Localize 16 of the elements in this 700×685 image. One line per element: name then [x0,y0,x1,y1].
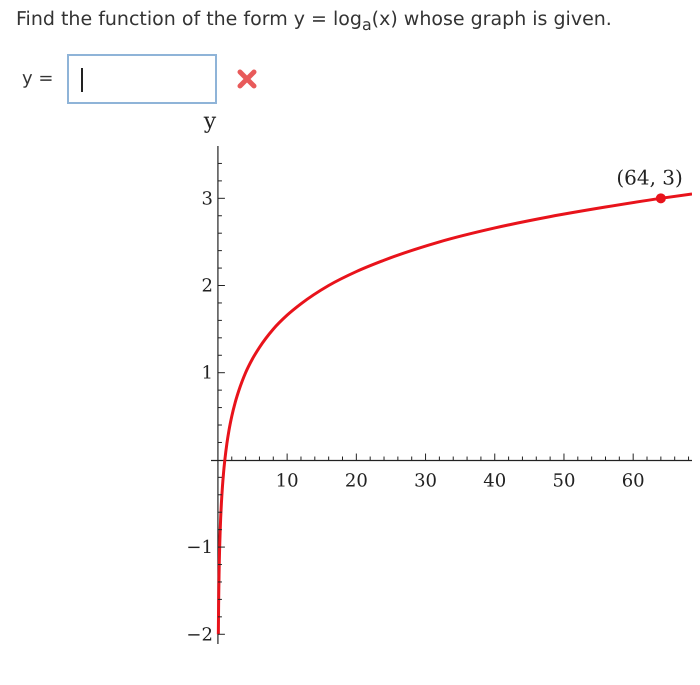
y-tick-label: 3 [201,188,213,210]
x-tick-label: 10 [276,470,299,492]
y-tick-label: −1 [186,536,213,558]
x-tick-label: 30 [414,470,437,492]
annotation: (64, 3) [616,165,683,190]
x-tick-label: 60 [622,470,645,492]
y-axis-title: y [202,108,217,134]
chart-title: Find the function of the form y = log$_{a}$(x) whose graph is given. [16,8,613,34]
y-tick-label: −2 [186,624,213,646]
x-tick-label: 40 [483,470,506,492]
y-tick-label: 1 [201,362,213,384]
y-tick-label: 2 [201,275,213,296]
text: y = [22,68,54,90]
x-tick-label: 20 [344,470,368,492]
x-tick-label: 50 [552,470,576,492]
line-series [216,192,692,636]
